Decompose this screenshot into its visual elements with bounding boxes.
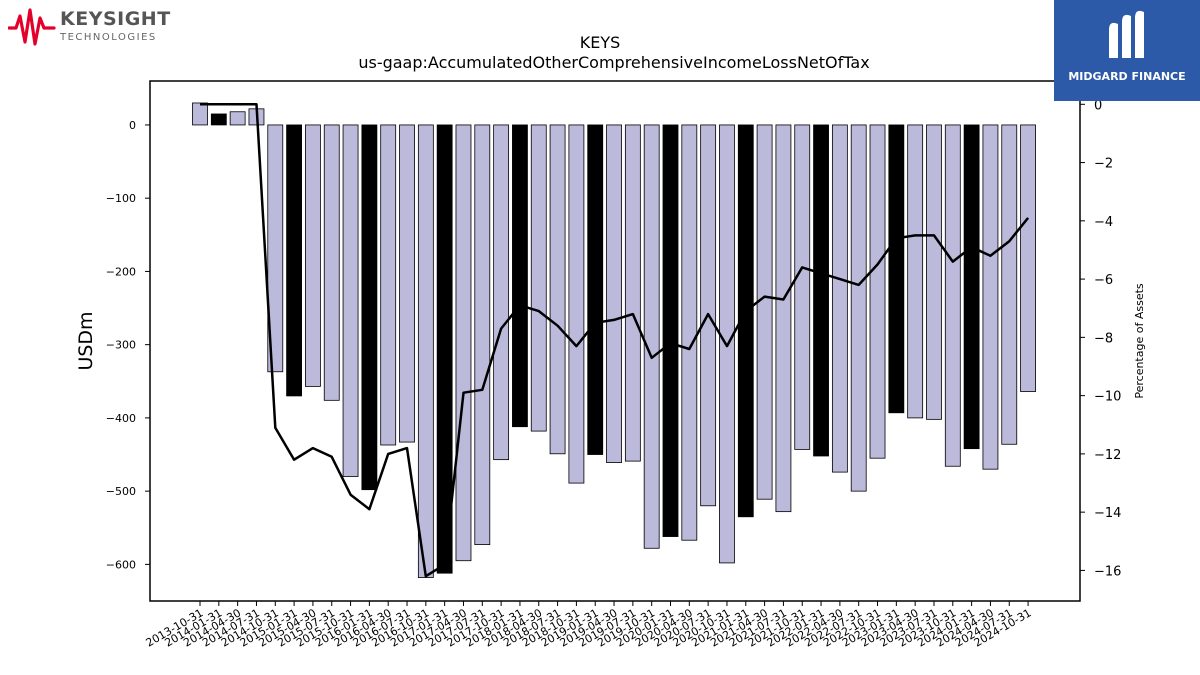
y-tick-label: −300 — [106, 339, 136, 352]
y-tick-label: −600 — [106, 558, 136, 571]
keysight-wave-icon — [8, 8, 56, 46]
keysight-logo-subtext: TECHNOLOGIES — [60, 32, 157, 43]
bar-2013-10-31 — [192, 102, 208, 126]
bar-2024-01-31 — [963, 124, 980, 450]
y-tick-label: −400 — [106, 412, 136, 425]
bar-2017-01-31 — [436, 124, 453, 574]
midgard-emblem-icon — [1109, 10, 1144, 58]
bar-2017-04-30 — [455, 124, 472, 562]
bar-2016-07-31 — [399, 124, 415, 443]
bar-2022-04-30 — [831, 124, 848, 473]
bar-2015-07-31 — [323, 124, 340, 401]
midgard-logo-text: MIDGARD FINANCE — [1068, 70, 1186, 83]
bar-2015-10-31 — [342, 124, 359, 477]
left-axis: 0 −100 −200 −300 −400 −500 −600 — [106, 119, 150, 571]
plot-frame — [149, 80, 1081, 602]
bar-2019-10-31 — [643, 124, 660, 549]
bar-2016-10-31 — [417, 124, 434, 578]
bar-2016-04-30 — [380, 124, 397, 446]
y2-axis-label: Percentage of Assets — [1133, 283, 1146, 399]
y-axis-label: USDm — [75, 311, 97, 370]
bar-2019-01-31 — [587, 124, 604, 455]
bar-2024-04-30 — [982, 124, 999, 470]
bar-2021-04-30 — [756, 124, 773, 500]
keysight-logo: KEYSIGHT TECHNOLOGIES — [8, 6, 178, 46]
bar-2016-01-31 — [361, 124, 378, 491]
y2-tick-label: −6 — [1094, 273, 1113, 288]
y2-tick-label: −4 — [1094, 215, 1113, 230]
y-tick-label: −100 — [106, 192, 136, 205]
bar-2018-10-31 — [568, 124, 585, 484]
bar-2018-01-31 — [512, 124, 528, 428]
bar-2019-07-31 — [624, 124, 641, 462]
y2-tick-label: −2 — [1094, 157, 1113, 172]
bar-2022-07-31 — [850, 124, 867, 492]
line-layer — [200, 103, 1030, 578]
bar-2017-07-31 — [474, 124, 491, 546]
y-tick-label: 0 — [129, 119, 136, 132]
y2-tick-label: −8 — [1094, 331, 1113, 346]
bar-2021-07-31 — [775, 124, 792, 513]
percentage-line — [200, 103, 1030, 578]
bar-2018-04-30 — [530, 124, 547, 432]
bar-2020-04-30 — [681, 124, 698, 541]
y2-tick-label: −16 — [1094, 564, 1121, 579]
bar-2023-04-30 — [907, 124, 924, 419]
bar-2014-01-31 — [210, 113, 227, 126]
bar-2019-04-30 — [606, 124, 622, 463]
bar-2020-01-31 — [662, 124, 679, 537]
bar-2018-07-31 — [549, 124, 566, 455]
y-tick-label: −500 — [106, 485, 136, 498]
right-axis: 0 −2 −4 −6 −8 −10 −12 −14 −16 — [1080, 98, 1121, 579]
bar-2024-10-31 — [1020, 124, 1036, 392]
bar-2015-04-30 — [305, 124, 321, 387]
bar-2021-01-31 — [737, 124, 754, 518]
y2-tick-label: −10 — [1094, 390, 1121, 405]
y2-tick-label: −14 — [1094, 506, 1121, 521]
bars-layer — [192, 102, 1036, 578]
bar-2024-07-31 — [1001, 124, 1018, 445]
bar-2014-04-30 — [229, 111, 246, 126]
bar-2017-10-31 — [493, 124, 510, 461]
bar-2015-01-31 — [286, 124, 303, 397]
bar-2023-10-31 — [944, 124, 961, 467]
chart-subtitle: us-gaap:AccumulatedOtherComprehensiveInc… — [358, 53, 869, 72]
bar-2022-01-31 — [813, 124, 829, 457]
bar-2023-01-31 — [888, 124, 905, 414]
bar-2014-10-31 — [267, 124, 284, 373]
y2-tick-label: 0 — [1094, 98, 1102, 113]
keysight-logo-text: KEYSIGHT — [60, 8, 171, 30]
bar-2021-10-31 — [794, 124, 811, 450]
midgard-logo: MIDGARD FINANCE — [1054, 0, 1200, 101]
y-tick-label: −200 — [106, 265, 136, 278]
bar-2023-07-31 — [926, 124, 942, 420]
bar-2022-10-31 — [869, 124, 886, 459]
y2-tick-label: −12 — [1094, 448, 1121, 463]
x-axis: 2013-10-312014-01-312014-04-302014-07-31… — [144, 601, 1034, 650]
chart-title: KEYS — [580, 33, 621, 52]
